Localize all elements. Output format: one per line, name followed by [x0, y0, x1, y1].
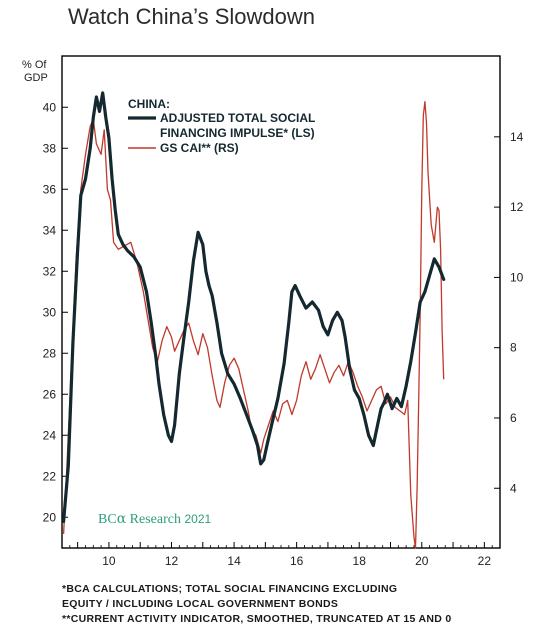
- y-left-tick-label: 34: [43, 223, 57, 237]
- series-line-tsf-impulse: [62, 91, 446, 523]
- y-right-tick-label: 8: [510, 341, 517, 355]
- legend-label-tsf-1: ADJUSTED TOTAL SOCIAL: [160, 111, 315, 125]
- y-left-tick-label: 26: [43, 387, 57, 401]
- y-left-tick-label: 40: [43, 100, 57, 114]
- y-right-tick-label: 12: [510, 200, 524, 214]
- y-right-tick-label: 14: [510, 130, 524, 144]
- y-axis-label-line2: GDP: [24, 72, 48, 84]
- y-left-tick-label: 28: [43, 346, 57, 360]
- series-line-gs-cai: [62, 101, 445, 549]
- legend-label-tsf-2: FINANCING IMPULSE* (LS): [160, 126, 315, 140]
- y-left-tick-label: 20: [43, 510, 57, 524]
- y-left-tick-label: 38: [43, 141, 57, 155]
- y-right-tick-label: 10: [510, 270, 524, 284]
- y-left-tick-label: 36: [43, 182, 57, 196]
- y-right-tick-label: 6: [510, 411, 517, 425]
- brand-watermark: BCα Research 2021: [98, 511, 211, 527]
- footnote-2: EQUITY / INCLUDING LOCAL GOVERNMENT BOND…: [62, 598, 339, 610]
- y-right-tick-label: 4: [510, 481, 517, 495]
- x-tick-label: 16: [290, 554, 304, 568]
- y-axis-label-line1: % Of: [22, 59, 47, 71]
- x-tick-label: 22: [478, 554, 492, 568]
- y-left-tick-label: 30: [43, 305, 57, 319]
- x-tick-label: 10: [102, 554, 116, 568]
- footnote-3: **CURRENT ACTIVITY INDICATOR, SMOOTHED, …: [62, 613, 452, 625]
- legend-label-cai: GS CAI** (RS): [160, 141, 239, 155]
- x-tick-label: 12: [165, 554, 179, 568]
- x-tick-label: 20: [415, 554, 429, 568]
- x-tick-label: 18: [353, 554, 367, 568]
- footnote-1: *BCA CALCULATIONS; TOTAL SOCIAL FINANCIN…: [62, 583, 398, 595]
- y-left-tick-label: 22: [43, 469, 57, 483]
- x-tick-label: 14: [227, 554, 241, 568]
- page-title: Watch China’s Slowdown: [68, 4, 316, 29]
- y-left-tick-label: 32: [43, 264, 57, 278]
- y-left-tick-label: 24: [43, 428, 57, 442]
- legend-header: CHINA:: [128, 97, 170, 111]
